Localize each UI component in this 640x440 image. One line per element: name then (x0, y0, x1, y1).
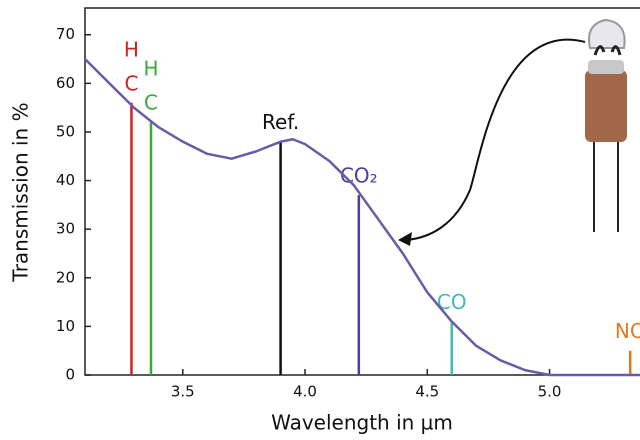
marker-label: H (143, 57, 158, 81)
x-tick-label: 3.5 (171, 383, 195, 401)
marker-label: CO₂ (340, 164, 378, 188)
marker-label: Ref. (262, 110, 299, 134)
y-tick-label: 30 (56, 220, 75, 238)
marker-label: H (124, 37, 139, 61)
x-axis-label: Wavelength in µm (271, 411, 453, 435)
y-tick-label: 50 (56, 122, 75, 140)
y-tick-label: 60 (56, 74, 75, 92)
marker-label: NO (615, 319, 640, 343)
y-tick-label: 70 (56, 25, 75, 43)
x-tick-label: 4.5 (415, 383, 439, 401)
lamp-illustration (398, 18, 627, 246)
plot-frame (84, 7, 640, 376)
x-tick-label: 5.0 (538, 383, 562, 401)
y-tick-label: 10 (56, 317, 75, 335)
y-tick-label: 40 (56, 171, 75, 189)
y-axis-label: Transmission in % (9, 102, 33, 282)
marker-label: C (124, 71, 138, 95)
marker-label: C (144, 91, 158, 115)
transmission-curve (84, 58, 640, 377)
y-tick-label: 20 (56, 268, 75, 286)
y-tick-label: 0 (65, 366, 75, 384)
x-tick-label: 4.0 (293, 383, 317, 401)
